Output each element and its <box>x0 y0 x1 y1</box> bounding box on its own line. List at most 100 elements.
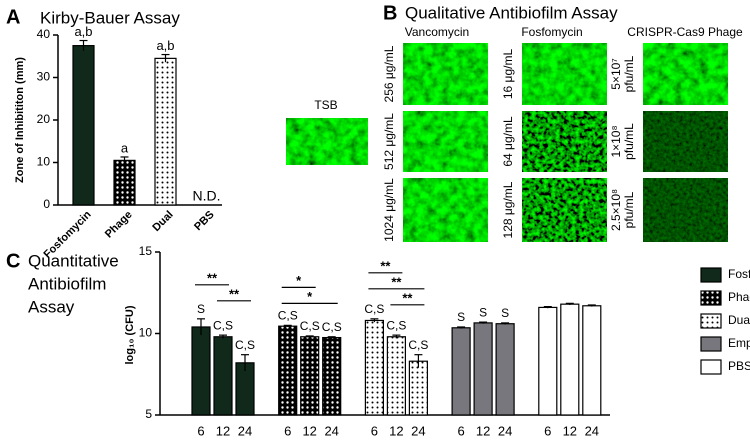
x-tick-label: 12 <box>476 423 490 438</box>
legend-swatch <box>700 313 722 329</box>
significance-label: S <box>479 305 487 319</box>
y-tick-label: 15 <box>139 244 153 258</box>
legend-swatch <box>700 336 722 352</box>
legend-label: Fosfomycin <box>728 267 750 281</box>
micrograph <box>403 111 488 172</box>
legend-swatch <box>700 359 722 375</box>
row-label: pfu/mL <box>622 55 636 92</box>
significance-label: C,S <box>364 302 384 316</box>
significance-label: C,S <box>322 320 342 334</box>
y-tick-label: 30 <box>37 70 51 84</box>
significance-label: C,S <box>213 318 233 332</box>
significance-label: S <box>457 310 465 324</box>
error-bar <box>305 335 314 338</box>
chart-title: Assay <box>28 297 75 316</box>
bracket-label: ** <box>391 274 402 289</box>
x-tick-label: 6 <box>197 423 204 438</box>
bar <box>495 323 515 416</box>
y-tick-label: 40 <box>37 27 51 41</box>
error-bar <box>241 354 249 371</box>
bar <box>213 336 233 416</box>
chart-title: Antibiofilm <box>28 274 106 293</box>
y-tick-label: 10 <box>139 326 153 340</box>
micrograph <box>403 178 488 242</box>
bar <box>154 57 177 206</box>
panel-label: A <box>6 6 20 28</box>
error-bar <box>457 326 466 329</box>
error-bar <box>79 39 88 51</box>
bracket-label: ** <box>207 270 218 285</box>
bar <box>538 306 558 416</box>
chart-title: Kirby-Bauer Assay <box>40 8 180 27</box>
row-label: pfu/mL <box>622 123 636 160</box>
bracket-label: ** <box>229 286 240 301</box>
x-tick-label: 6 <box>371 423 378 438</box>
y-tick-label: 20 <box>37 112 51 126</box>
micrograph <box>286 118 368 165</box>
x-tick-label: 24 <box>238 423 252 438</box>
error-bar <box>501 322 510 325</box>
error-bar <box>120 156 129 164</box>
bar <box>386 336 406 416</box>
x-tick-label: 6 <box>457 423 464 438</box>
error-bar <box>197 318 205 336</box>
legend-label: Empty Alginate <box>728 336 750 350</box>
bar <box>582 305 602 416</box>
bar-annotation: a <box>121 140 129 155</box>
legend-swatch <box>700 267 722 283</box>
panel-label: B <box>383 2 397 24</box>
row-label: 1024 μg/mL <box>382 178 396 242</box>
error-bar <box>543 306 552 309</box>
row-label: 5×10⁷ <box>609 58 623 89</box>
error-bar <box>161 53 170 63</box>
panel-title: Qualitative Antibiofilm Assay <box>405 3 618 22</box>
error-bar <box>565 302 574 305</box>
row-label: 16 μg/mL <box>501 49 515 100</box>
x-tick-label: 24 <box>585 423 599 438</box>
significance-label: C,S <box>300 319 320 333</box>
bar-annotation: a,b <box>156 38 174 53</box>
significance-label: C,S <box>408 338 428 352</box>
significance-label: C,S <box>235 338 255 352</box>
x-tick-label: 12 <box>563 423 577 438</box>
error-bar <box>219 334 227 339</box>
bar-annotation: N.D. <box>193 188 221 204</box>
legend-label: PBS <box>728 359 750 373</box>
significance-label: S <box>197 302 205 316</box>
bracket-label: * <box>307 289 313 304</box>
row-label: 1×10⁸ <box>609 125 623 157</box>
row-label: 512 μg/mL <box>382 113 396 170</box>
x-tick-label: 24 <box>498 423 512 438</box>
bracket-label: ** <box>402 290 413 305</box>
legend-label: Phage <box>728 290 750 304</box>
bar <box>300 336 320 416</box>
bar <box>560 303 580 416</box>
error-bar <box>370 318 379 323</box>
row-label: 64 μg/mL <box>501 116 515 167</box>
x-tick-label: Phage <box>103 209 135 241</box>
column-header: Vancomycin <box>405 25 469 39</box>
bar <box>191 326 211 416</box>
x-tick-label: 12 <box>389 423 403 438</box>
micrograph <box>522 111 607 172</box>
error-bar <box>392 334 401 339</box>
bar <box>322 336 342 416</box>
column-header: Fosfomycin <box>521 25 582 39</box>
error-bar <box>479 321 488 324</box>
row-label: 128 μg/mL <box>501 181 515 238</box>
bar <box>408 360 428 416</box>
bar <box>278 325 298 416</box>
bar <box>72 45 95 206</box>
y-tick-label: 5 <box>145 407 152 421</box>
x-tick-label: 24 <box>324 423 338 438</box>
micrograph <box>403 43 488 105</box>
legend-swatch <box>700 290 722 306</box>
y-axis-label: Zone of Inhibititon (mm) <box>14 57 26 183</box>
x-tick-label: 24 <box>411 423 425 438</box>
micrograph <box>643 111 728 172</box>
x-tick-label: 6 <box>544 423 551 438</box>
bar <box>451 327 471 416</box>
micrograph <box>522 43 607 105</box>
significance-label: C,S <box>278 309 298 323</box>
